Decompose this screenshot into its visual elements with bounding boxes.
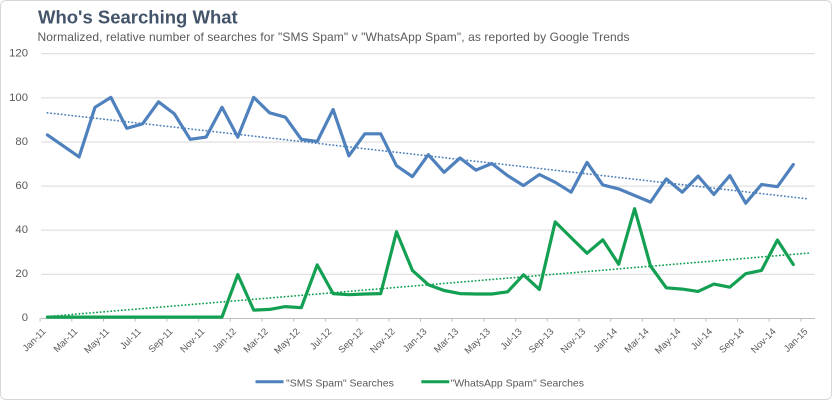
svg-text:Nov-14: Nov-14 bbox=[749, 326, 778, 355]
svg-text:60: 60 bbox=[15, 180, 28, 192]
svg-text:Jul-13: Jul-13 bbox=[499, 326, 525, 352]
svg-text:100: 100 bbox=[9, 92, 28, 104]
svg-text:May-12: May-12 bbox=[272, 326, 302, 356]
svg-text:Jul-11: Jul-11 bbox=[118, 326, 144, 352]
svg-text:120: 120 bbox=[9, 48, 28, 60]
svg-text:Who's Searching What: Who's Searching What bbox=[38, 7, 238, 28]
svg-text:0: 0 bbox=[22, 312, 28, 324]
svg-text:Jan-15: Jan-15 bbox=[782, 326, 810, 354]
svg-text:"WhatsApp Spam" Searches: "WhatsApp Spam" Searches bbox=[451, 377, 585, 389]
svg-text:Mar-11: Mar-11 bbox=[52, 326, 81, 355]
svg-text:May-13: May-13 bbox=[463, 326, 493, 356]
svg-text:Sep-11: Sep-11 bbox=[147, 326, 176, 355]
svg-text:Jul-12: Jul-12 bbox=[308, 326, 334, 352]
svg-text:Sep-12: Sep-12 bbox=[336, 326, 365, 355]
svg-text:May-14: May-14 bbox=[653, 326, 683, 356]
svg-text:Nov-13: Nov-13 bbox=[559, 326, 588, 355]
svg-text:Sep-13: Sep-13 bbox=[527, 326, 556, 355]
svg-text:Sep-14: Sep-14 bbox=[717, 326, 746, 355]
svg-text:Nov-11: Nov-11 bbox=[178, 326, 207, 355]
svg-text:Jan-13: Jan-13 bbox=[401, 326, 429, 354]
svg-text:Jul-14: Jul-14 bbox=[689, 326, 715, 352]
svg-text:Jan-11: Jan-11 bbox=[21, 326, 49, 354]
svg-text:Mar-13: Mar-13 bbox=[432, 326, 461, 355]
svg-text:Jan-12: Jan-12 bbox=[211, 326, 239, 354]
svg-text:"SMS Spam" Searches: "SMS Spam" Searches bbox=[286, 377, 394, 389]
svg-text:20: 20 bbox=[15, 268, 28, 280]
svg-text:Mar-12: Mar-12 bbox=[242, 326, 271, 355]
svg-text:May-11: May-11 bbox=[82, 326, 112, 356]
svg-text:80: 80 bbox=[15, 136, 28, 148]
svg-text:Mar-14: Mar-14 bbox=[623, 326, 652, 355]
svg-text:40: 40 bbox=[15, 224, 28, 236]
svg-text:Jan-14: Jan-14 bbox=[591, 326, 619, 354]
svg-text:Normalized, relative number of: Normalized, relative number of searches … bbox=[38, 30, 630, 44]
svg-text:Nov-12: Nov-12 bbox=[368, 326, 397, 355]
